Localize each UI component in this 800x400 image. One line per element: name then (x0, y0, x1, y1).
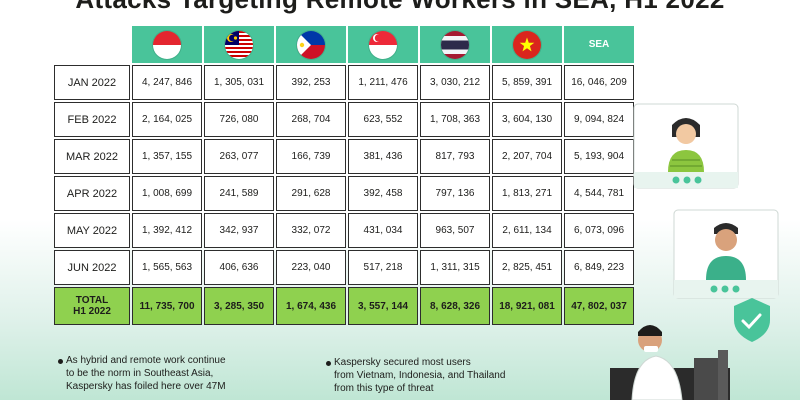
column-header-philippines (276, 26, 346, 63)
header-row: SEA (54, 26, 634, 63)
total-row: TOTAL H1 2022 11, 735, 700 3, 285, 350 1… (54, 287, 634, 325)
table-row: FEB 2022 2, 164, 025 726, 080 268, 704 623, … (54, 102, 634, 137)
table-row: JAN 2022 4, 247, 846 1, 305, 031 392, 253 1,… (54, 65, 634, 100)
column-header-vietnam (492, 26, 562, 63)
table-cell: 6, 849, 223 (564, 250, 634, 285)
table-cell: 1, 565, 563 (132, 250, 202, 285)
table-row: MAR 2022 1, 357, 155 263, 077 166, 739 381, … (54, 139, 634, 174)
table-cell: 1, 708, 363 (420, 102, 490, 137)
table-cell: 1, 357, 155 (132, 139, 202, 174)
column-header-malaysia (204, 26, 274, 63)
bullet-icon (326, 361, 331, 366)
column-header-singapore (348, 26, 418, 63)
month-label: MAR 2022 (54, 139, 130, 174)
table-cell: 1, 305, 031 (204, 65, 274, 100)
total-cell: 1, 674, 436 (276, 287, 346, 325)
table-cell: 2, 207, 704 (492, 139, 562, 174)
table-cell: 263, 077 (204, 139, 274, 174)
header-corner (54, 26, 130, 63)
table-cell: 268, 704 (276, 102, 346, 137)
table-cell: 817, 793 (420, 139, 490, 174)
indonesia-flag (152, 29, 182, 60)
table-cell: 5, 193, 904 (564, 139, 634, 174)
singapore-flag (368, 29, 398, 60)
table-cell: 4, 247, 846 (132, 65, 202, 100)
table-cell: 342, 937 (204, 213, 274, 248)
table-cell: 16, 046, 209 (564, 65, 634, 100)
table-cell: 392, 458 (348, 176, 418, 211)
table-cell: 392, 253 (276, 65, 346, 100)
note-remote-work: As hybrid and remote work continue to be… (66, 355, 226, 392)
vietnam-flag (512, 29, 542, 60)
video-call-window-icon (673, 209, 779, 299)
total-cell: 3, 285, 350 (204, 287, 274, 325)
table-cell: 726, 080 (204, 102, 274, 137)
table-cell: 2, 164, 025 (132, 102, 202, 137)
column-header-indonesia (132, 26, 202, 63)
bullet-icon (58, 359, 63, 364)
remote-work-illustration (610, 103, 779, 400)
table-cell: 6, 073, 096 (564, 213, 634, 248)
table-cell: 241, 589 (204, 176, 274, 211)
table-cell: 406, 636 (204, 250, 274, 285)
month-label: FEB 2022 (54, 102, 130, 137)
total-label: TOTAL H1 2022 (54, 287, 130, 325)
table-cell: 797, 136 (420, 176, 490, 211)
malaysia-flag (224, 29, 254, 60)
table-cell: 5, 859, 391 (492, 65, 562, 100)
table-cell: 332, 072 (276, 213, 346, 248)
table-cell: 1, 008, 699 (132, 176, 202, 211)
worker-at-laptop-icon (610, 325, 730, 400)
table-cell: 623, 552 (348, 102, 418, 137)
table-cell: 2, 611, 134 (492, 213, 562, 248)
total-cell: 3, 557, 144 (348, 287, 418, 325)
month-label: MAY 2022 (54, 213, 130, 248)
table-cell: 1, 392, 412 (132, 213, 202, 248)
table-row: JUN 2022 1, 565, 563 406, 636 223, 040 517, … (54, 250, 634, 285)
thailand-flag (440, 29, 470, 60)
month-label: APR 2022 (54, 176, 130, 211)
table-cell: 166, 739 (276, 139, 346, 174)
table-cell: 3, 030, 212 (420, 65, 490, 100)
video-call-window-icon (633, 103, 739, 189)
shield-check-icon (734, 298, 770, 342)
table-cell: 431, 034 (348, 213, 418, 248)
table-cell: 3, 604, 130 (492, 102, 562, 137)
month-label: JAN 2022 (54, 65, 130, 100)
total-cell: 8, 628, 326 (420, 287, 490, 325)
philippines-flag (296, 29, 326, 60)
total-cell: 11, 735, 700 (132, 287, 202, 325)
table-cell: 9, 094, 824 (564, 102, 634, 137)
page-title: Attacks Targeting Remote Workers in SEA,… (60, 0, 740, 15)
total-cell: 18, 921, 081 (492, 287, 562, 325)
table-cell: 517, 218 (348, 250, 418, 285)
note-most-secured: Kaspersky secured most users from Vietna… (334, 357, 506, 394)
table-row: MAY 2022 1, 392, 412 342, 937 332, 072 431, … (54, 213, 634, 248)
table-cell: 1, 211, 476 (348, 65, 418, 100)
table-cell: 4, 544, 781 (564, 176, 634, 211)
table-cell: 2, 825, 451 (492, 250, 562, 285)
table-cell: 223, 040 (276, 250, 346, 285)
table-cell: 963, 507 (420, 213, 490, 248)
total-cell: 47, 802, 037 (564, 287, 634, 325)
attacks-table: SEA JAN 2022 4, 247, 846 1, 305, 031 392, 2… (52, 24, 636, 327)
table-cell: 1, 813, 271 (492, 176, 562, 211)
column-header-thailand (420, 26, 490, 63)
table-cell: 1, 311, 315 (420, 250, 490, 285)
month-label: JUN 2022 (54, 250, 130, 285)
table-cell: 291, 628 (276, 176, 346, 211)
table-cell: 381, 436 (348, 139, 418, 174)
table-row: APR 2022 1, 008, 699 241, 589 291, 628 392, … (54, 176, 634, 211)
column-header-sea: SEA (564, 26, 634, 63)
